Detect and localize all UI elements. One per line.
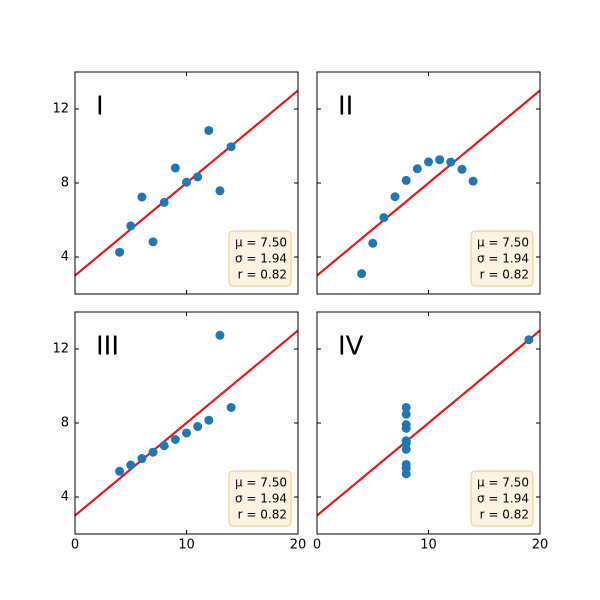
point bbox=[401, 402, 411, 412]
fit-line bbox=[317, 329, 540, 517]
point bbox=[159, 197, 169, 207]
point bbox=[204, 415, 214, 425]
point bbox=[148, 237, 158, 247]
x-tick-label: 10 bbox=[178, 538, 195, 553]
annotation-text: μ = 7.50 bbox=[477, 236, 529, 250]
point bbox=[170, 163, 180, 173]
panel: 0 10 20 4 8 12 III μ = 7.50 σ = 1.94 r = 0.82 bbox=[52, 311, 307, 553]
point bbox=[170, 434, 180, 444]
panel-title: III bbox=[96, 332, 119, 362]
plot-frame bbox=[316, 71, 541, 295]
point bbox=[159, 441, 169, 451]
annotation-text: σ = 1.94 bbox=[477, 492, 529, 506]
point bbox=[126, 221, 136, 231]
point bbox=[401, 439, 411, 449]
point bbox=[148, 447, 158, 457]
panel-title: IV bbox=[338, 332, 364, 362]
y-tick-label: 12 bbox=[52, 102, 69, 117]
annotation-text: μ = 7.50 bbox=[235, 476, 287, 490]
point bbox=[412, 164, 422, 174]
point bbox=[424, 157, 433, 167]
point bbox=[182, 177, 191, 187]
panel: II μ = 7.50 σ = 1.94 r = 0.82 bbox=[316, 71, 541, 295]
x-tick-label: 20 bbox=[290, 538, 307, 553]
point bbox=[401, 420, 411, 430]
y-tick-label: 8 bbox=[61, 176, 69, 191]
point bbox=[193, 422, 203, 432]
x-tick-label: 10 bbox=[420, 538, 437, 553]
annotation-text: μ = 7.50 bbox=[477, 476, 529, 490]
point bbox=[401, 409, 411, 419]
panel: 4 8 12 Iμ = 7.50 σ = 1.94 r = 0.82 bbox=[52, 71, 299, 295]
point bbox=[193, 172, 203, 182]
y-tick-label: 4 bbox=[61, 250, 69, 265]
fit-line bbox=[75, 329, 298, 517]
y-tick-label: 4 bbox=[61, 490, 69, 505]
point bbox=[215, 186, 225, 196]
y-tick-label: 12 bbox=[52, 342, 69, 357]
plot-frame bbox=[74, 311, 299, 535]
y-tick-label: 8 bbox=[61, 416, 69, 431]
point bbox=[126, 460, 136, 470]
annotation-text: r = 0.82 bbox=[238, 508, 287, 522]
point bbox=[446, 157, 456, 167]
point bbox=[182, 428, 191, 438]
annotation-text: σ = 1.94 bbox=[477, 252, 529, 266]
point bbox=[204, 125, 214, 135]
point bbox=[379, 213, 389, 223]
x-tick-label: 0 bbox=[313, 538, 321, 553]
annotation-text: μ = 7.50 bbox=[235, 236, 287, 250]
fit-line bbox=[317, 89, 540, 277]
annotation-box bbox=[228, 230, 292, 287]
point bbox=[401, 175, 411, 185]
point bbox=[226, 142, 236, 152]
annotation-box bbox=[228, 470, 292, 527]
annotation-box bbox=[470, 230, 534, 287]
point bbox=[435, 155, 445, 165]
annotation-text: r = 0.82 bbox=[238, 268, 287, 282]
plot-frame bbox=[316, 311, 541, 535]
point bbox=[137, 454, 147, 464]
point bbox=[357, 269, 367, 279]
panel: 0 10 20 IV μ = 7.50 σ = 1.94 r = 0.82 bbox=[313, 311, 549, 553]
plot-frame bbox=[74, 71, 299, 295]
point bbox=[468, 176, 478, 186]
point bbox=[524, 335, 534, 345]
point bbox=[226, 402, 236, 412]
point bbox=[137, 192, 147, 202]
point bbox=[401, 463, 411, 473]
point bbox=[115, 466, 125, 476]
point bbox=[115, 247, 125, 257]
point bbox=[368, 238, 378, 248]
point bbox=[215, 330, 225, 340]
panel-title: I bbox=[96, 92, 104, 122]
point bbox=[457, 164, 467, 174]
x-tick-label: 20 bbox=[532, 538, 549, 553]
panel-title: II bbox=[338, 92, 353, 122]
annotation-text: σ = 1.94 bbox=[235, 252, 287, 266]
annotation-box bbox=[470, 470, 534, 527]
x-tick-label: 0 bbox=[71, 538, 79, 553]
annotation-text: r = 0.82 bbox=[480, 268, 529, 282]
annotation-text: σ = 1.94 bbox=[235, 492, 287, 506]
annotation-text: r = 0.82 bbox=[480, 508, 529, 522]
point bbox=[390, 192, 400, 202]
